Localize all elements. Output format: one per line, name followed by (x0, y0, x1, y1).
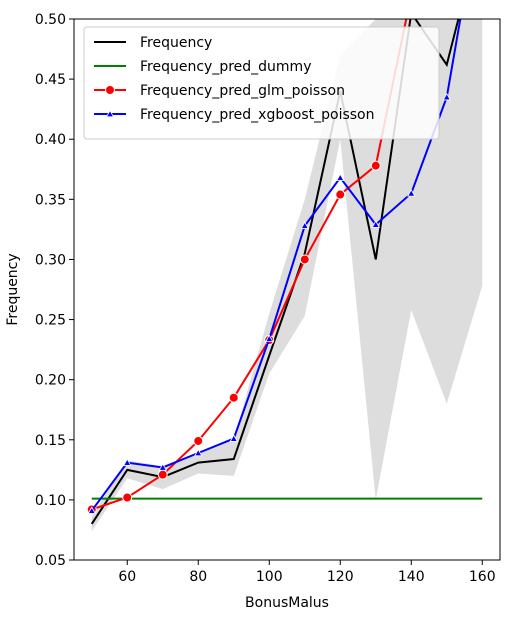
y-tick-label: 0.50 (35, 12, 66, 28)
y-tick-label: 0.45 (35, 72, 66, 88)
legend-label: Frequency (140, 35, 212, 51)
series-frequency-pred-glm-poisson (86, 19, 408, 515)
legend: Frequency Frequency_pred_dummy Frequency_p… (83, 26, 440, 140)
data-point (299, 254, 310, 265)
data-point (194, 448, 203, 457)
x-tick-label: 140 (398, 569, 425, 585)
data-point (370, 160, 381, 171)
legend-item-frequency: Frequency (94, 35, 212, 51)
data-point (407, 188, 416, 197)
legend-marker (105, 85, 115, 95)
legend-marker (105, 109, 115, 118)
series-line-frequency-pred-glm-poisson (91, 19, 408, 511)
y-tick-label: 0.10 (35, 493, 66, 509)
legend-label: Frequency_pred_xgboost_poisson (140, 107, 375, 123)
series-frequency-pred-xgboost-poisson (87, 19, 462, 514)
data-point (442, 92, 451, 101)
legend-label: Frequency_pred_dummy (140, 59, 311, 75)
data-point (123, 458, 132, 466)
x-tick-label: 80 (189, 569, 207, 585)
series-frequency (90, 19, 460, 525)
data-point (371, 220, 380, 228)
data-point (300, 221, 309, 229)
data-point (158, 463, 167, 471)
data-point (265, 334, 274, 342)
x-tick-label: 100 (256, 569, 283, 585)
x-tick-label: 160 (469, 569, 496, 585)
y-tick-label: 0.30 (35, 252, 66, 268)
plot-frame (73, 18, 501, 561)
confidence-band (91, 19, 483, 532)
legend-item-frequency-pred-dummy: Frequency_pred_dummy (94, 59, 311, 75)
series-line-frequency (90, 19, 460, 525)
data-point (87, 506, 96, 514)
y-tick-label: 0.05 (35, 553, 66, 569)
data-point (228, 392, 239, 403)
data-point (157, 469, 168, 480)
legend-box (83, 26, 440, 140)
y-axis-label: Frequency (5, 253, 21, 325)
x-axis-label: BonusMalus (245, 595, 329, 611)
y-tick-label: 0.35 (35, 192, 66, 208)
legend-label: Frequency_pred_glm_poisson (140, 83, 345, 99)
data-point (229, 434, 238, 442)
data-point (336, 173, 345, 181)
legend-item-frequency-pred-glm-poisson: Frequency_pred_glm_poisson (94, 83, 345, 99)
data-point (122, 492, 133, 503)
y-tick-label: 0.40 (35, 132, 66, 148)
y-tick-label: 0.20 (35, 373, 66, 389)
legend-item-frequency-pred-xgboost-poisson: Frequency_pred_xgboost_poisson (94, 107, 375, 123)
y-tick-label: 0.15 (35, 433, 66, 449)
data-point (193, 435, 204, 446)
y-tick-label: 0.25 (35, 313, 66, 329)
x-tick-label: 60 (118, 569, 136, 585)
data-point (335, 189, 346, 200)
x-tick-label: 120 (327, 569, 354, 585)
series-line-frequency-pred-xgboost-poisson (90, 19, 462, 512)
